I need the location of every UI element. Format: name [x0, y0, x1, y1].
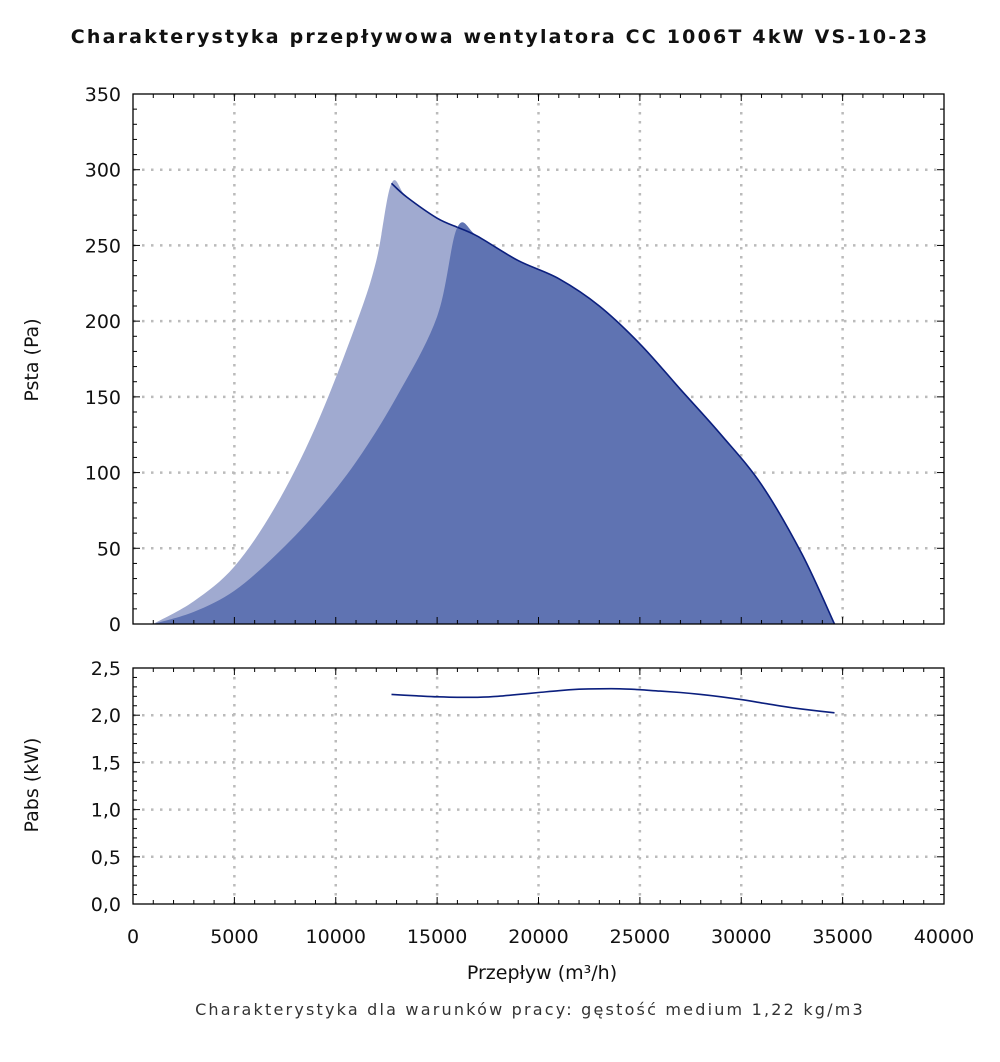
pressure-area-dark: [153, 222, 835, 624]
chart-title: Charakterystyka przepływowa wentylatora …: [70, 26, 930, 48]
x-tick-label: 35000: [812, 926, 872, 948]
y-tick-label: 150: [85, 387, 121, 409]
y-tick-label: 300: [85, 160, 121, 182]
x-tick-label: 0: [127, 926, 139, 948]
power-panel: 0,0 0,5 1,0 1,5 2,0 2,5 0 5000 10000 15000 20000 25…: [91, 658, 974, 948]
x-tick-label: 10000: [306, 926, 366, 948]
x-tick-label: 25000: [610, 926, 670, 948]
x-tick-label: 5000: [210, 926, 258, 948]
y-tick-label: 250: [85, 235, 121, 257]
power-axis-label: Pabs (kW): [21, 738, 43, 833]
pressure-curve-light: [390, 182, 458, 229]
flow-axis-label: Przepływ (m³/h): [467, 962, 617, 984]
y-tick-label: 2,0: [91, 705, 121, 727]
y-tick-label: 1,5: [91, 752, 121, 774]
pressure-curve-dark: [457, 226, 836, 625]
y-tick-label: 350: [85, 84, 121, 106]
y-tick-label: 0,5: [91, 847, 121, 869]
y-tick-label: 2,5: [91, 658, 121, 680]
y-tick-label: 0,0: [91, 894, 121, 916]
operating-conditions-note: Charakterystyka dla warunków pracy: gęst…: [195, 1000, 865, 1019]
pressure-panel: 0 50 100 150 200 250 300 350: [85, 84, 945, 636]
y-tick-label: 100: [85, 463, 121, 485]
y-tick-label: 200: [85, 311, 121, 333]
x-tick-label: 40000: [914, 926, 974, 948]
y-tick-label: 50: [97, 538, 121, 560]
power-curve: [391, 687, 835, 714]
x-tick-label: 20000: [508, 926, 568, 948]
x-tick-label: 15000: [407, 926, 467, 948]
y-tick-label: 0: [109, 614, 121, 636]
x-tick-label: 30000: [711, 926, 771, 948]
pressure-axis-label: Psta (Pa): [21, 318, 43, 401]
y-tick-label: 1,0: [91, 800, 121, 822]
